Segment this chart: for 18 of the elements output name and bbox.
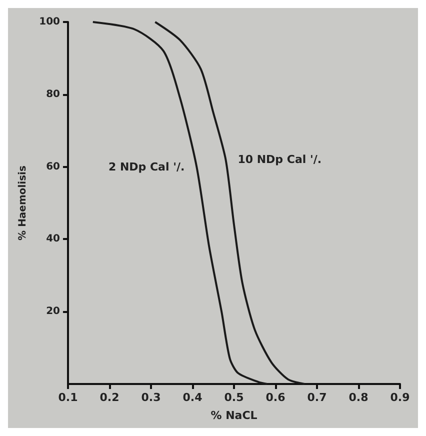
x-axis-title: % NaCL bbox=[210, 409, 258, 422]
y-tick-label: 100 bbox=[39, 16, 60, 28]
x-tick-label: 0.7 bbox=[307, 391, 327, 404]
x-tick-label: 0.1 bbox=[58, 391, 78, 404]
series-label: 2 NDp Cal '/. bbox=[108, 160, 185, 174]
x-tick-label: 0.6 bbox=[266, 391, 286, 404]
series-label: 10 NDp Cal '/. bbox=[238, 153, 322, 166]
y-tick-label: 60 bbox=[46, 161, 60, 172]
x-tick-label: 0.4 bbox=[182, 391, 203, 404]
x-tick-label: 0.9 bbox=[390, 391, 410, 404]
x-tick-label: 0.5 bbox=[224, 391, 244, 404]
x-tick-label: 0.8 bbox=[348, 391, 368, 404]
y-tick-label: 20 bbox=[46, 306, 60, 318]
y-tick-label: 40 bbox=[46, 234, 60, 245]
y-tick-label: 80 bbox=[46, 88, 60, 100]
x-tick-label: 0.2 bbox=[100, 391, 120, 404]
x-tick-label: 0.3 bbox=[141, 391, 161, 404]
y-axis-title: % Haemolisis bbox=[18, 166, 29, 240]
